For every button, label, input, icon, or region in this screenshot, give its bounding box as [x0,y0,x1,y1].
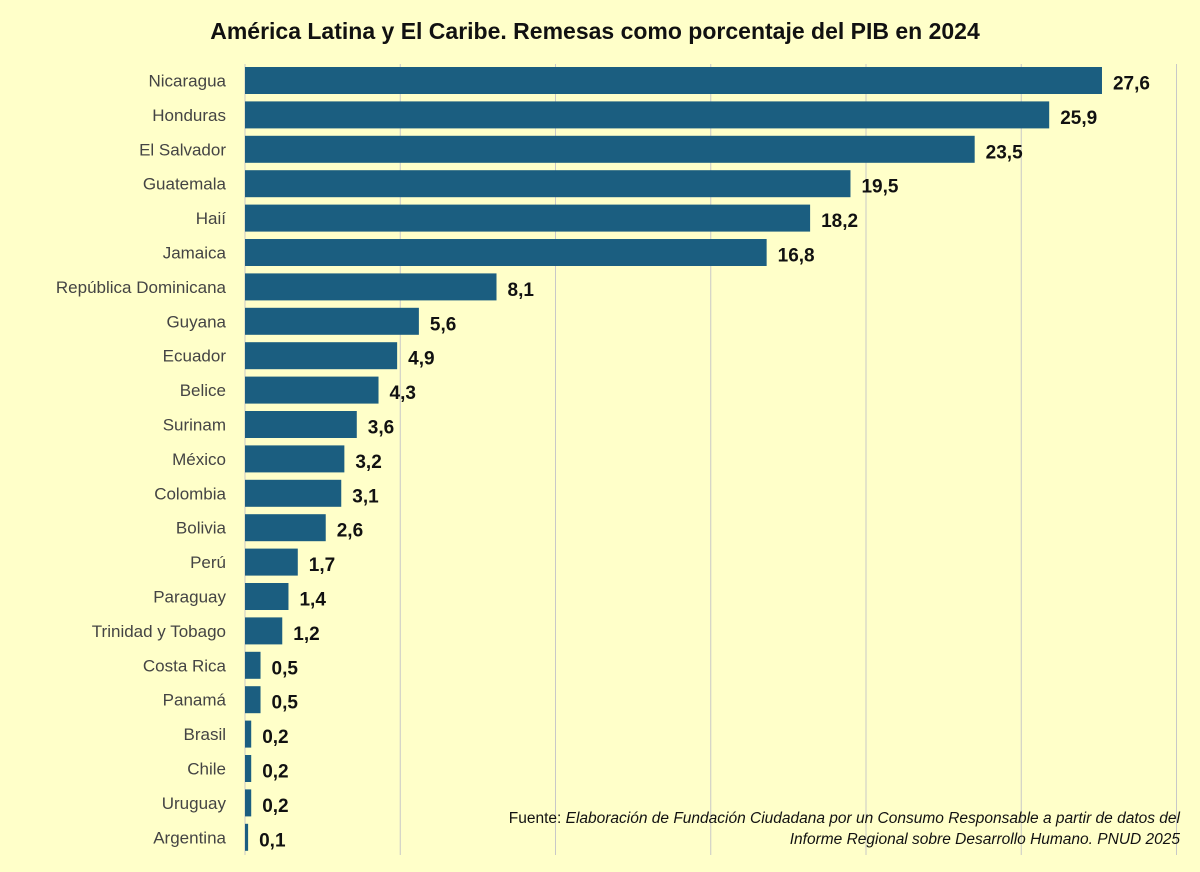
bar-22 [245,823,249,851]
bar-11 [245,445,345,473]
bar-14 [245,548,298,576]
bar-17 [245,651,261,679]
category-label: Jamaica [163,244,227,263]
bar-7 [245,307,419,335]
bars [245,67,1102,851]
category-label: Belice [180,381,226,400]
data-label: 0,1 [259,830,286,851]
bar-3 [245,170,851,198]
category-label: Haií [196,209,227,228]
data-label: 19,5 [861,177,898,198]
bar-16 [245,617,283,645]
source-note: Fuente: Elaboración de Fundación Ciudada… [480,808,1180,850]
category-label: Uruguay [162,794,227,813]
data-label: 4,3 [390,383,416,404]
data-label: 3,1 [352,486,379,507]
category-label: Brasil [183,725,226,744]
data-label: 0,2 [262,727,288,748]
bar-6 [245,273,497,301]
value-labels: 27,6 25,9 23,5 19,518,2 16,8 8,1 5,6 4,9 4,3 3,6 3… [259,74,1150,852]
data-label: 2,6 [337,521,363,542]
data-label: 0,5 [272,693,299,714]
category-label: República Dominicana [56,278,227,297]
category-label: Bolivia [176,519,227,538]
data-label: 25,9 [1060,108,1097,129]
data-label: 18,2 [821,211,858,232]
data-label: 3,6 [368,418,394,439]
bar-0 [245,67,1102,94]
category-label: Ecuador [163,347,227,366]
category-label: México [172,450,226,469]
data-label: 4,9 [408,349,434,370]
data-label: 23,5 [986,142,1023,163]
data-label: 8,1 [508,280,535,301]
category-label: Honduras [152,106,226,125]
category-label: Guyana [166,312,226,331]
bar-5 [245,239,767,266]
category-labels: Nicaragua Honduras El Salvador Guatemala Hai… [56,72,227,848]
category-label: Surinam [163,416,226,435]
category-label: Guatemala [143,175,227,194]
category-label: El Salvador [139,140,226,159]
bar-15 [245,583,289,610]
source-text: Elaboración de Fundación Ciudadana por u… [565,810,1180,848]
bar-13 [245,514,326,542]
data-label: 16,8 [778,246,815,267]
data-label: 1,2 [293,624,319,645]
data-label: 0,2 [262,796,288,817]
category-label: Perú [190,553,226,572]
bar-20 [245,755,252,782]
data-label: 1,4 [299,590,326,611]
data-label: 1,7 [309,555,335,576]
bar-12 [245,479,342,507]
category-label: Panamá [163,691,227,710]
category-label: Argentina [153,828,226,847]
category-label: Nicaragua [149,72,227,91]
source-label: Fuente: [508,810,562,827]
bar-21 [245,789,252,817]
category-label: Paraguay [153,588,226,607]
bar-4 [245,204,811,232]
bar-19 [245,720,252,748]
category-label: Trinidad y Tobago [92,622,226,641]
chart-title: América Latina y El Caribe. Remesas como… [210,18,980,44]
data-label: 27,6 [1113,74,1150,95]
bar-18 [245,686,261,714]
bar-8 [245,342,398,370]
data-label: 3,2 [355,452,381,473]
bar-2 [245,135,975,163]
bar-10 [245,411,357,438]
category-label: Chile [187,760,226,779]
bar-9 [245,376,379,404]
data-label: 0,5 [272,658,299,679]
data-label: 5,6 [430,314,456,335]
bar-1 [245,101,1050,129]
category-label: Colombia [154,484,226,503]
data-label: 0,2 [262,762,288,783]
category-label: Costa Rica [143,656,227,675]
